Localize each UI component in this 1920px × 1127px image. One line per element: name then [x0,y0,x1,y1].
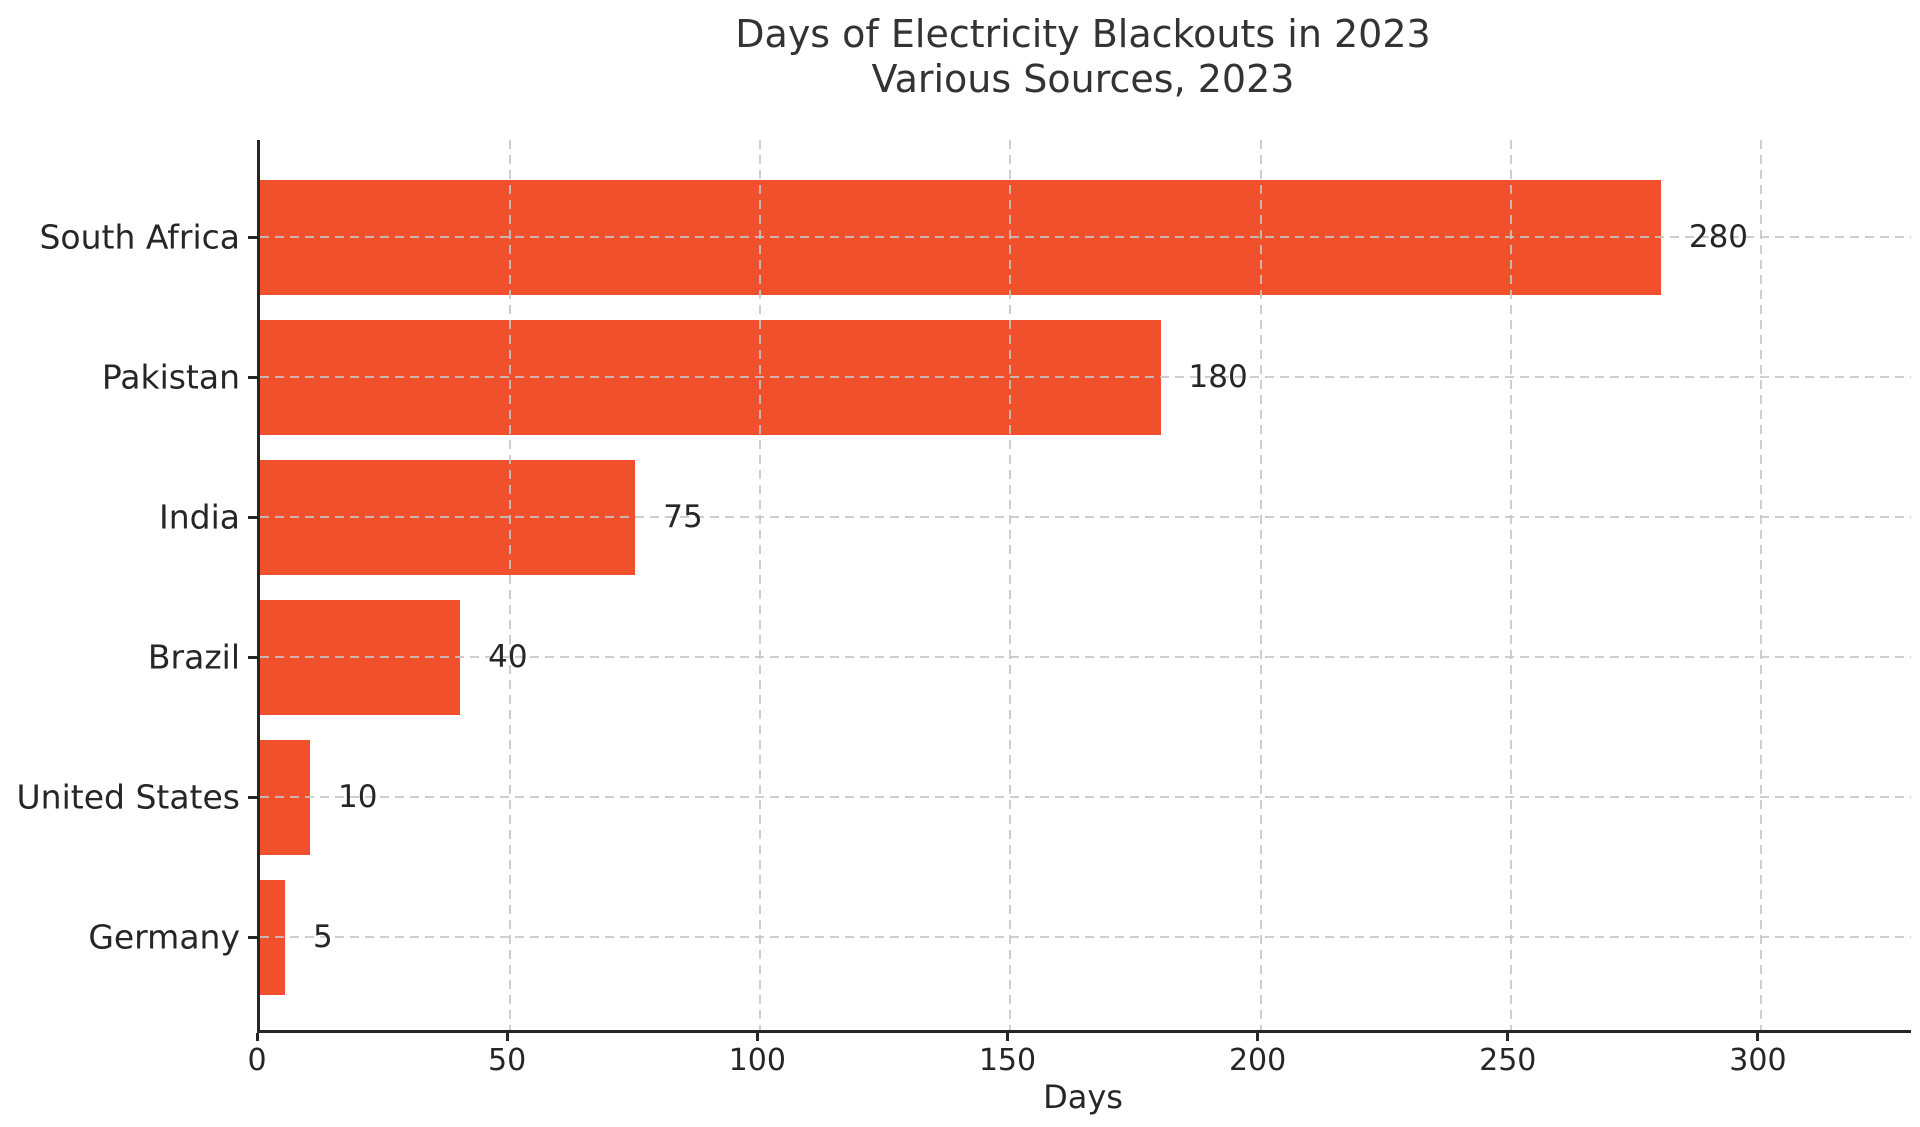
x-tick-mark [755,1033,759,1041]
chart-title-block: Days of Electricity Blackouts in 2023 Va… [257,12,1909,102]
x-tick-label: 250 [1479,1043,1537,1078]
gridline-vertical [1509,140,1512,1030]
x-tick-label: 50 [488,1043,527,1078]
grid-layer [260,140,1911,1030]
gridline-vertical [1259,140,1262,1030]
category-label: Pakistan [101,357,240,397]
y-tick-mark [248,515,257,519]
bar-value-label: 180 [1188,359,1248,395]
plot-area: 280 180 75 40 10 5 [257,140,1911,1033]
x-tick-mark [1506,1033,1510,1041]
gridline-horizontal [260,796,1911,798]
x-tick-label: 300 [1729,1043,1787,1078]
gridline-horizontal [260,936,1911,938]
bar-value-label: 10 [338,779,378,815]
gridline-vertical [759,140,762,1030]
x-tick-label: 150 [978,1043,1037,1078]
x-tick-label: 200 [1228,1043,1287,1078]
bar-value-label: 40 [488,639,528,675]
category-label: India [159,497,240,537]
gridline-vertical [509,140,512,1030]
bar-value-label: 280 [1688,219,1749,255]
value-labels-layer: 280 180 75 40 10 5 [260,140,1911,1030]
category-label: Brazil [147,637,240,677]
bar-value-label: 75 [663,499,703,535]
x-tick-label: 100 [728,1043,786,1078]
y-tick-mark [248,235,257,239]
category-label: Germany [88,917,240,957]
y-tick-mark [248,375,257,379]
y-tick-mark [248,655,257,659]
y-tick-mark [248,935,257,939]
gridline-vertical [1759,140,1762,1030]
category-label: United States [16,777,240,817]
y-tick-mark [248,795,257,799]
gridline-horizontal [260,236,1911,238]
x-axis-label: Days [1043,1078,1123,1116]
x-tick-mark [255,1033,259,1041]
x-tick-mark [1756,1033,1760,1041]
x-tick-mark [1256,1033,1260,1041]
category-label: South Africa [39,217,240,257]
gridline-horizontal [260,656,1911,658]
gridline-horizontal [260,516,1911,518]
chart-title: Days of Electricity Blackouts in 2023 [735,12,1431,56]
chart-subtitle: Various Sources, 2023 [871,57,1295,101]
bar-value-label: 5 [313,919,333,955]
x-tick-mark [505,1033,509,1041]
x-tick-mark [1005,1033,1009,1041]
gridline-horizontal [260,376,1911,378]
x-tick-label: 0 [247,1043,267,1078]
gridline-vertical [1009,140,1012,1030]
